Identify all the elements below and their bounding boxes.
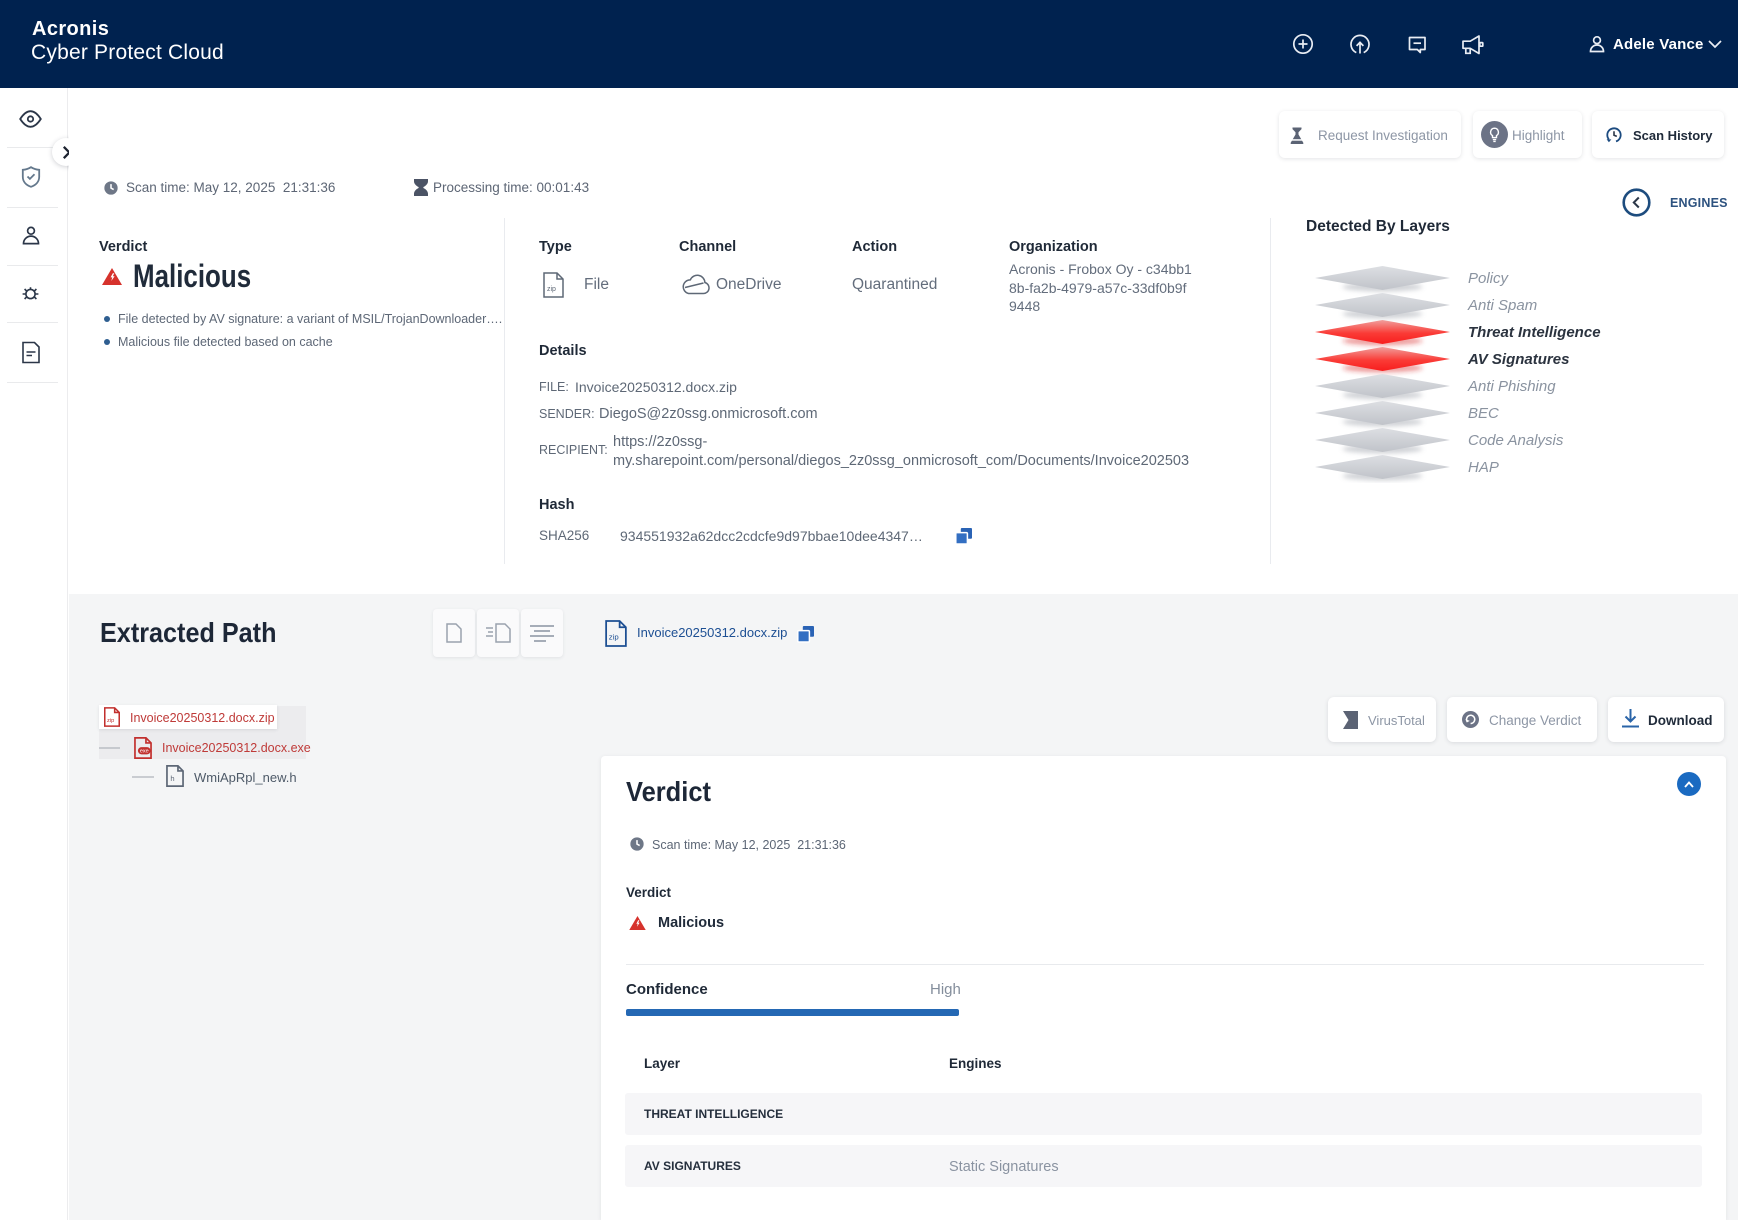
svg-text:exe: exe — [140, 749, 149, 755]
svg-text:h: h — [170, 774, 174, 783]
svg-text:zip: zip — [609, 633, 619, 642]
svg-text:zip: zip — [107, 718, 114, 724]
svg-text:zip: zip — [547, 286, 556, 293]
